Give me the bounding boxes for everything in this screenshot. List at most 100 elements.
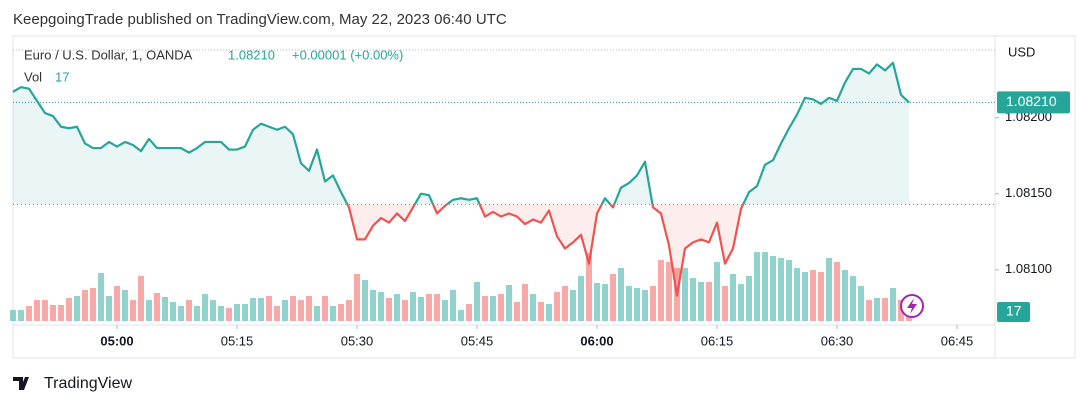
- volume-bar: [594, 283, 600, 321]
- lightning-bolt: [907, 298, 917, 314]
- area-down: [13, 204, 909, 296]
- x-tick-label: 06:15: [701, 333, 734, 348]
- volume-bar: [90, 288, 96, 321]
- x-tick-label: 06:00: [580, 333, 613, 348]
- volume-bar: [642, 290, 648, 321]
- x-tick-label: 05:45: [461, 333, 494, 348]
- x-tick-label: 05:15: [221, 333, 254, 348]
- volume-bar: [778, 258, 784, 321]
- volume-bar: [354, 274, 360, 321]
- volume-bar: [258, 298, 264, 321]
- volume-bar: [434, 294, 440, 321]
- volume-bar: [186, 300, 192, 321]
- volume-bar: [26, 306, 32, 321]
- volume-bar: [850, 276, 856, 321]
- volume-bar: [826, 258, 832, 321]
- volume-bar: [34, 300, 40, 321]
- volume-bar: [146, 300, 152, 321]
- volume-bar: [466, 304, 472, 321]
- volume-bar: [746, 276, 752, 321]
- volume-bar: [394, 294, 400, 321]
- volume-bar: [802, 272, 808, 321]
- y-unit: USD: [1008, 44, 1035, 59]
- volume-bar: [578, 276, 584, 321]
- volume-bar: [290, 296, 296, 321]
- volume-bar: [562, 286, 568, 321]
- volume-bar: [114, 286, 120, 321]
- volume-bar: [730, 274, 736, 321]
- footer-logo: TradingView: [13, 375, 132, 392]
- volume-bar: [218, 306, 224, 321]
- volume-bar: [610, 274, 616, 321]
- volume-bar: [650, 286, 656, 321]
- volume-bar: [882, 298, 888, 321]
- volume-bar: [58, 305, 64, 321]
- volume-bar: [682, 268, 688, 321]
- volume-bar: [474, 282, 480, 321]
- volume-bar: [418, 297, 424, 321]
- volume-bar: [98, 273, 104, 321]
- volume-bar: [362, 280, 368, 321]
- volume-bar: [498, 294, 504, 321]
- volume-bar: [738, 284, 744, 321]
- volume-bar: [890, 288, 896, 321]
- volume-bar: [18, 310, 24, 321]
- volume-bar: [586, 253, 592, 321]
- legend-volume: 17: [55, 69, 69, 84]
- volume-bar: [402, 300, 408, 321]
- y-tick-label: 1.08100: [1005, 261, 1052, 276]
- volume-bar: [138, 276, 144, 321]
- volume-title: Vol: [24, 69, 42, 84]
- volume-bar: [178, 306, 184, 321]
- volume-bar: [490, 296, 496, 321]
- volume-bar: [370, 290, 376, 321]
- volume-bar: [602, 284, 608, 321]
- volume-bar: [874, 298, 880, 321]
- volume-bar: [722, 286, 728, 321]
- volume-bar: [314, 306, 320, 321]
- header: KeepgoingTrade published on TradingView.…: [13, 11, 507, 28]
- volume-bar: [386, 298, 392, 321]
- x-tick-label: 06:30: [821, 333, 854, 348]
- price-tag: [997, 91, 1070, 114]
- volume-bar: [282, 300, 288, 321]
- volume-bar: [162, 297, 168, 321]
- logo-icon: [13, 377, 29, 390]
- volume-bar: [570, 290, 576, 321]
- volume-bar: [714, 262, 720, 321]
- volume-bar: [42, 300, 48, 321]
- volume-bar: [690, 278, 696, 321]
- volume-bar: [834, 262, 840, 321]
- volume-bar: [130, 300, 136, 321]
- volume-bar: [506, 285, 512, 321]
- volume-bar: [346, 300, 352, 321]
- legend-change: +0.00001 (+0.00%): [292, 47, 403, 62]
- x-tick-label: 06:45: [941, 333, 974, 348]
- volume-bar: [50, 305, 56, 321]
- volume-bar: [786, 260, 792, 321]
- volume-bar: [322, 296, 328, 321]
- volume-bar: [618, 268, 624, 321]
- volume-bar: [514, 302, 520, 321]
- volume-bar: [818, 272, 824, 321]
- volume-bar: [338, 304, 344, 321]
- volume-bar: [458, 310, 464, 321]
- volume-bar: [442, 300, 448, 321]
- volume-bar: [546, 304, 552, 321]
- volume-bar: [450, 290, 456, 321]
- volume-bar: [426, 294, 432, 321]
- volume-bar: [626, 286, 632, 321]
- volume-bar: [698, 282, 704, 321]
- footer-text: TradingView: [44, 375, 132, 392]
- volume-bar: [706, 282, 712, 321]
- area-up: [13, 62, 909, 205]
- x-tick-label: 05:00: [100, 333, 133, 348]
- volume-tag: [997, 302, 1030, 322]
- volume-bar: [842, 270, 848, 321]
- volume-bar: [634, 288, 640, 321]
- volume-bar: [330, 306, 336, 321]
- volume-bar: [754, 252, 760, 321]
- volume-bar: [106, 296, 112, 321]
